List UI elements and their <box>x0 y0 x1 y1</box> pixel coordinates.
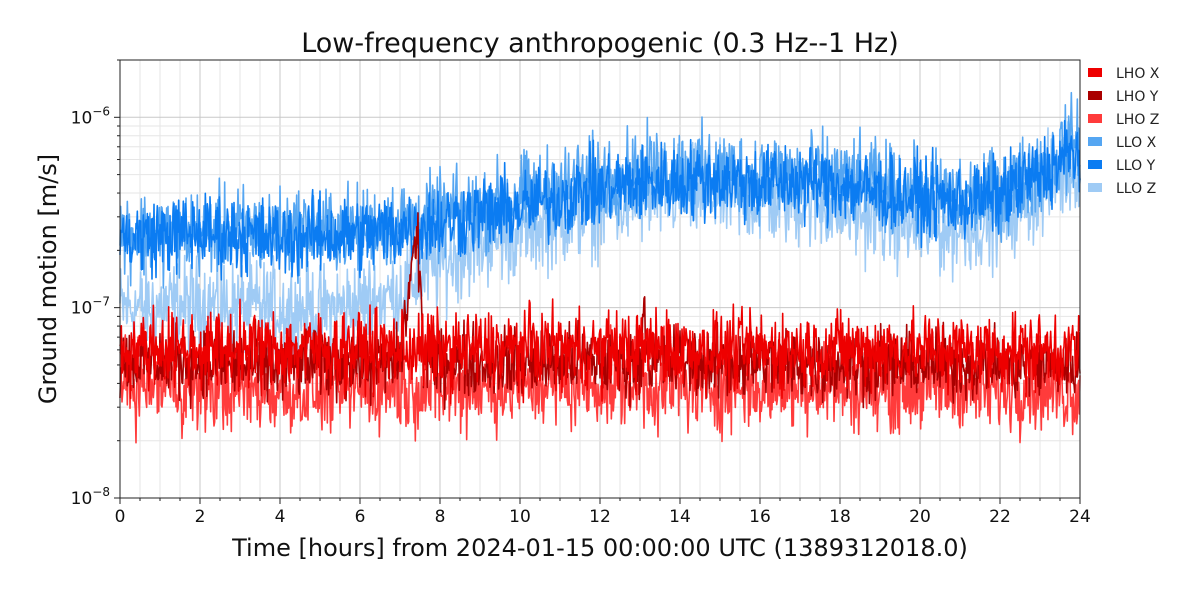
legend-swatch <box>1088 68 1102 77</box>
legend-swatch <box>1088 137 1102 146</box>
series-line-lho-z <box>119 324 1081 444</box>
y-axis: 10−8 10−7 10−6 <box>71 59 120 509</box>
y-tick-label: 10−6 <box>71 104 110 128</box>
legend-label: LHO X <box>1116 66 1160 82</box>
x-tick-label: 10 <box>509 507 531 527</box>
y-tick-label: 10−7 <box>71 295 110 319</box>
legend-swatch <box>1088 114 1102 123</box>
y-tick-label: 10−8 <box>71 485 110 509</box>
legend-swatch <box>1088 183 1102 192</box>
x-tick-label: 18 <box>829 507 851 527</box>
x-tick-label: 2 <box>195 507 206 527</box>
legend: LHO X LHO Y LHO Z LLO X LLO Y LLO Z <box>1088 66 1160 197</box>
x-tick-label: 6 <box>355 507 366 527</box>
chart-title: Low-frequency anthropogenic (0.3 Hz--1 H… <box>301 28 899 59</box>
x-axis: 0 2 4 6 8 10 12 14 16 18 20 22 24 <box>115 498 1091 527</box>
legend-swatch <box>1088 160 1102 169</box>
y-axis-label: Ground motion [m/s] <box>34 154 62 404</box>
x-tick-label: 0 <box>115 507 126 527</box>
x-tick-label: 14 <box>669 507 691 527</box>
x-tick-label: 22 <box>989 507 1011 527</box>
x-tick-label: 12 <box>589 507 611 527</box>
x-tick-label: 16 <box>749 507 771 527</box>
series-line-llo-y <box>119 119 1081 281</box>
x-axis-label: Time [hours] from 2024-01-15 00:00:00 UT… <box>231 534 968 562</box>
x-tick-label: 24 <box>1069 507 1091 527</box>
x-tick-label: 20 <box>909 507 931 527</box>
x-tick-label: 4 <box>275 507 286 527</box>
legend-label: LLO Z <box>1116 181 1156 197</box>
legend-label: LHO Y <box>1116 89 1159 105</box>
legend-swatch <box>1088 91 1102 100</box>
series-layer <box>119 91 1081 444</box>
legend-label: LHO Z <box>1116 112 1159 128</box>
legend-label: LLO Y <box>1116 158 1156 174</box>
legend-label: LLO X <box>1116 135 1157 151</box>
x-tick-label: 8 <box>435 507 446 527</box>
series-line-lho-x <box>119 298 1081 405</box>
